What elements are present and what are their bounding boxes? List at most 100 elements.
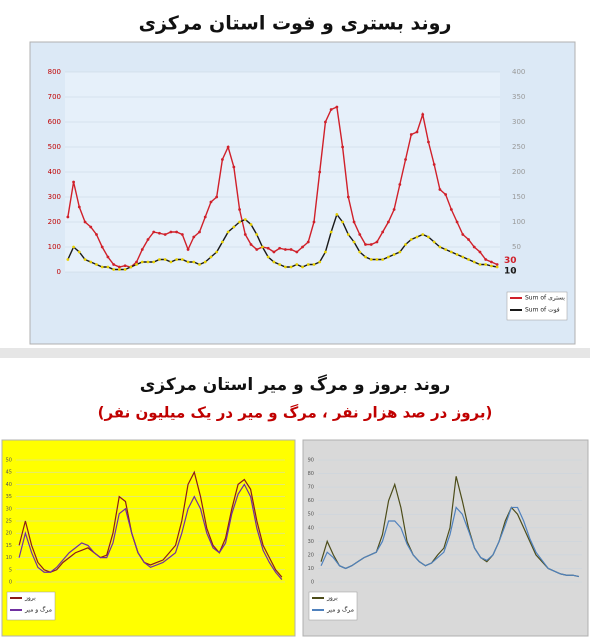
point bbox=[386, 255, 390, 259]
point bbox=[404, 158, 407, 161]
point bbox=[255, 233, 259, 236]
y2-tick-label: 350 bbox=[512, 93, 525, 101]
point bbox=[106, 265, 110, 269]
y-tick-label: 50 bbox=[308, 512, 314, 518]
point bbox=[467, 238, 470, 241]
point bbox=[381, 230, 385, 234]
point bbox=[324, 250, 327, 254]
point bbox=[289, 265, 293, 269]
point bbox=[295, 250, 299, 254]
divider bbox=[0, 348, 590, 358]
legend-label: مرگ و میر bbox=[326, 605, 354, 614]
point bbox=[123, 264, 127, 268]
point bbox=[444, 193, 448, 196]
point bbox=[238, 208, 241, 211]
point bbox=[243, 218, 247, 221]
point bbox=[369, 258, 373, 261]
point bbox=[358, 233, 362, 236]
point bbox=[461, 255, 465, 259]
point bbox=[89, 260, 93, 264]
point bbox=[455, 253, 459, 256]
point bbox=[112, 263, 116, 266]
point bbox=[381, 258, 385, 261]
point bbox=[226, 230, 230, 234]
point bbox=[398, 250, 402, 254]
point bbox=[203, 215, 207, 219]
y-tick-label: 0 bbox=[311, 580, 314, 586]
point bbox=[318, 170, 322, 174]
point bbox=[364, 243, 367, 246]
legend-label: مرگ و میر bbox=[24, 605, 52, 614]
point bbox=[421, 233, 425, 236]
y-tick-label: 10 bbox=[6, 555, 12, 561]
point bbox=[89, 225, 93, 229]
point bbox=[404, 243, 407, 246]
point bbox=[375, 258, 379, 261]
point bbox=[283, 265, 287, 269]
point bbox=[72, 180, 75, 184]
point bbox=[358, 250, 362, 254]
point bbox=[272, 250, 276, 254]
point bbox=[198, 263, 201, 266]
point bbox=[140, 260, 144, 264]
legend-box bbox=[6, 591, 56, 621]
point bbox=[152, 230, 156, 234]
point bbox=[272, 260, 276, 264]
point bbox=[192, 235, 196, 239]
y-tick-label: 35 bbox=[6, 494, 12, 500]
point bbox=[198, 230, 201, 234]
point bbox=[180, 233, 184, 236]
point bbox=[175, 230, 179, 234]
point bbox=[398, 183, 402, 186]
y2-tick-label: 300 bbox=[512, 118, 525, 126]
point bbox=[152, 260, 156, 264]
point bbox=[409, 133, 413, 136]
point bbox=[117, 265, 121, 269]
point bbox=[427, 140, 430, 144]
point bbox=[449, 208, 453, 211]
y-tick-label: 80 bbox=[308, 471, 314, 477]
point bbox=[232, 225, 236, 229]
point bbox=[329, 108, 333, 111]
point bbox=[335, 105, 339, 109]
point bbox=[478, 263, 482, 266]
point bbox=[427, 235, 430, 239]
point bbox=[135, 260, 138, 264]
point bbox=[461, 233, 465, 236]
point bbox=[95, 233, 98, 236]
point bbox=[306, 240, 310, 244]
point bbox=[123, 268, 127, 271]
y-tick-label: 45 bbox=[6, 470, 12, 476]
point bbox=[432, 163, 436, 166]
section-subtitle: (بروز در صد هزار نفر ، مرگ و میر در یک م… bbox=[98, 404, 493, 422]
point bbox=[163, 233, 167, 236]
point bbox=[490, 264, 493, 268]
end-label: 30 bbox=[504, 256, 517, 266]
point bbox=[243, 233, 247, 236]
point bbox=[146, 238, 150, 241]
point bbox=[352, 240, 356, 244]
point bbox=[221, 240, 224, 244]
y2-tick-label: 200 bbox=[512, 168, 525, 176]
point bbox=[100, 265, 104, 269]
point bbox=[484, 263, 488, 266]
point bbox=[266, 246, 270, 250]
point bbox=[129, 265, 133, 269]
y-tick-label: 25 bbox=[6, 519, 12, 525]
point bbox=[83, 220, 87, 224]
point bbox=[135, 263, 138, 266]
point bbox=[335, 213, 339, 216]
point bbox=[226, 145, 230, 149]
y-tick-label: 50 bbox=[6, 458, 12, 464]
point bbox=[192, 260, 196, 264]
point bbox=[301, 265, 304, 269]
point bbox=[438, 245, 442, 249]
point bbox=[415, 235, 419, 239]
point bbox=[100, 245, 104, 249]
y2-tick-label: 0 bbox=[512, 268, 516, 276]
point bbox=[409, 238, 413, 241]
series-line bbox=[320, 506, 580, 578]
y-tick-label: 0 bbox=[57, 268, 61, 276]
point bbox=[324, 120, 327, 124]
